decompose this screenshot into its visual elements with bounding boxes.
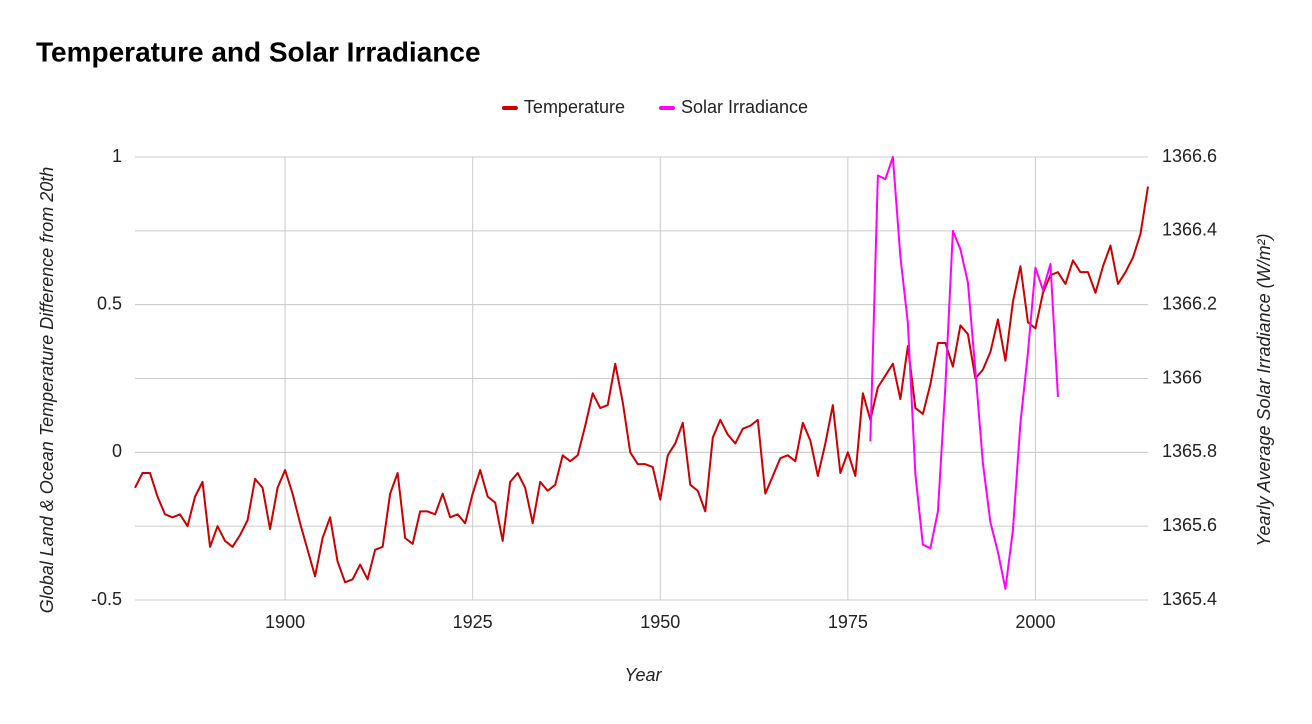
x-tick-label: 1975: [828, 612, 868, 632]
y2-tick-label: 1365.6: [1162, 515, 1217, 535]
y2-tick-label: 1365.8: [1162, 441, 1217, 461]
x-tick-label: 1950: [640, 612, 680, 632]
y2-tick-label: 1366.2: [1162, 293, 1217, 313]
x-tick-label: 2000: [1015, 612, 1055, 632]
series-line: [134, 186, 1149, 584]
y2-tick-label: 1365.4: [1162, 589, 1217, 609]
x-axis-title: Year: [624, 665, 662, 685]
y-tick-label: 0: [112, 441, 122, 461]
y-tick-label: -0.5: [91, 589, 122, 609]
y2-tick-label: 1366.4: [1162, 220, 1217, 240]
y2-axis-title: Yearly Average Solar Irradiance (W/m²): [1254, 233, 1274, 546]
series-line: [869, 156, 1059, 590]
y2-tick-label: 1366: [1162, 367, 1202, 387]
y-axis-title: Global Land & Ocean Temperature Differen…: [37, 167, 57, 614]
legend-label: Temperature: [524, 97, 625, 117]
x-tick-label: 1900: [265, 612, 305, 632]
x-tick-label: 1925: [453, 612, 493, 632]
legend: Temperature Solar Irradiance: [501, 97, 808, 117]
y-tick-label: 1: [112, 146, 122, 166]
chart-title: Temperature and Solar Irradiance: [36, 36, 481, 67]
y-tick-label: 0.5: [97, 293, 122, 313]
legend-label: Solar Irradiance: [681, 97, 808, 117]
y2-tick-label: 1366.6: [1162, 146, 1217, 166]
